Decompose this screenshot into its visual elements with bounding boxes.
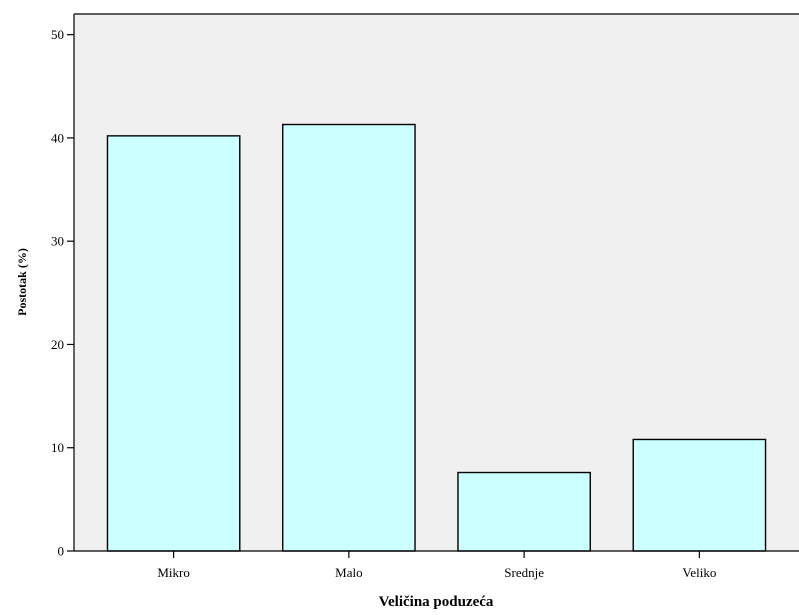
y-tick-label: 50	[51, 27, 64, 42]
y-tick-label: 0	[58, 544, 65, 559]
x-ticks-layer: Mikro Malo Srednje Veliko	[157, 551, 716, 580]
y-tick-label: 30	[51, 234, 64, 249]
bars-layer	[106, 123, 767, 552]
y-ticks-layer: 0 10 20 30 40 50	[51, 27, 74, 559]
bar-malo	[282, 123, 416, 552]
bar-mikro	[106, 135, 241, 552]
x-tick-label: Malo	[335, 565, 362, 580]
bar-srednje	[457, 471, 591, 552]
x-axis-title: Veličina poduzeća	[379, 594, 494, 610]
x-tick-label: Mikro	[157, 565, 190, 580]
y-tick-label: 20	[51, 337, 64, 352]
y-tick-label: 10	[51, 440, 64, 455]
x-tick-label: Srednje	[504, 565, 544, 580]
y-tick-label: 40	[51, 130, 64, 145]
x-tick-label: Veliko	[682, 565, 716, 580]
y-axis-title: Postotak (%)	[15, 248, 29, 316]
bar-veliko	[632, 438, 767, 552]
